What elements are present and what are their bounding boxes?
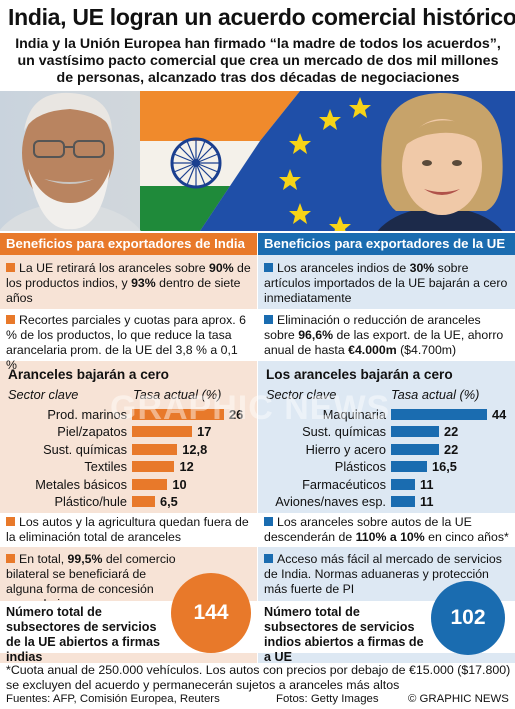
- bar-metales-b-sicos: [132, 478, 168, 490]
- bar-category-label: Textiles: [84, 459, 127, 475]
- footnote: *Cuota anual de 250.000 vehículos. Los a…: [6, 663, 511, 692]
- bar-value-label: 12,8: [182, 441, 208, 457]
- bar-pl-stico-hule: [132, 496, 155, 507]
- bar-value-label: 16,5: [432, 459, 457, 475]
- photo-credit: Fotos: Getty Images: [276, 693, 379, 705]
- bar-category-label: Piel/zapatos: [57, 424, 127, 440]
- bar-textiles: [132, 461, 175, 473]
- bar-piel-zapatos: [132, 426, 193, 438]
- eu-bullet-box: [258, 513, 515, 547]
- india-bullet-box: [0, 309, 257, 361]
- india-bullet-eu-tariffs: La UE retirará los aranceles sobre 90% d…: [6, 261, 251, 305]
- bar-hierro-y-acero: [391, 443, 439, 455]
- eu-benefits-header: Beneficios para exportadores de la UE: [258, 233, 515, 255]
- bar-value-label: 26: [229, 407, 244, 422]
- bullet-square-icon: [6, 554, 15, 563]
- bullet-square-icon: [264, 517, 273, 526]
- eu-bullet-elimination: Eliminación o reducción de aranceles sob…: [264, 313, 504, 357]
- bar-category-label: Maquinaria: [322, 407, 386, 422]
- india-benefits-header: Beneficios para exportadores de India: [0, 233, 257, 255]
- bar-pl-sticos: [391, 461, 427, 473]
- india-flag-saffron: [140, 91, 300, 141]
- bar-category-label: Prod. marinos: [47, 407, 127, 422]
- bar-category-label: Plástico/hule: [54, 494, 127, 509]
- sources: Fuentes: AFP, Comisión Europea, Reuters: [6, 693, 220, 705]
- bar-category-label: Metales básicos: [35, 476, 127, 492]
- bar-aviones-naves-esp-: [391, 496, 415, 507]
- bar-category-label: Farmacéuticos: [302, 476, 386, 492]
- bullet-square-icon: [6, 517, 15, 526]
- bullet-square-icon: [6, 315, 15, 324]
- bar-value-label: 6,5: [160, 494, 178, 509]
- india-total-label: Número total de subsectores de servicios…: [6, 605, 160, 664]
- copyright: © GRAPHIC NEWS: [408, 693, 509, 705]
- bar-prod-marinos: [132, 409, 224, 420]
- page-title: India, UE logran un acuerdo comercial hi…: [8, 4, 515, 30]
- von-der-leyen-portrait: [377, 93, 503, 231]
- bar-value-label: 11: [420, 494, 434, 509]
- eu-total-label: Número total de subsectores de servicios…: [264, 605, 424, 664]
- eu-bullet-box: [258, 309, 515, 361]
- eu-bullet-autos: Los aranceles sobre autos de la UE desce…: [264, 515, 509, 544]
- eu-benefits-column: Beneficios para exportadores de la UE Lo…: [258, 233, 515, 664]
- bullet-square-icon: [264, 315, 273, 324]
- bar-category-label: Plásticos: [334, 459, 386, 475]
- page-subtitle: India y la Unión Europea han firmado “la…: [15, 36, 501, 86]
- india-axis-sector-label: Sector clave: [8, 387, 79, 402]
- bar-category-label: Sust. químicas: [43, 441, 127, 457]
- bar-value-label: 44: [492, 407, 507, 422]
- eu-total-circle: 102: [431, 581, 505, 655]
- bar-sust-qu-micas: [132, 443, 178, 455]
- bar-category-label: Aviones/naves esp.: [275, 494, 386, 509]
- bar-value-label: 12: [179, 459, 194, 475]
- bar-category-label: Sust. químicas: [302, 424, 386, 440]
- bullet-square-icon: [264, 263, 273, 272]
- bar-farmac-uticos: [391, 478, 415, 490]
- eu-axis-rate-label: Tasa actual (%): [391, 387, 480, 402]
- hero-photo-banner: [0, 91, 515, 231]
- india-axis-rate-label: Tasa actual (%): [133, 387, 222, 402]
- ashoka-chakra-icon: [170, 137, 222, 189]
- india-total-circle: 144: [171, 573, 251, 653]
- flag-collage-image: [0, 91, 515, 231]
- eu-bullet-services: Acceso más fácil al mercado de servicios…: [264, 552, 502, 596]
- eu-chart-title: Los aranceles bajarán a cero: [266, 367, 453, 382]
- india-bullet-partial-cuts: Recortes parciales y cuotas para aprox. …: [6, 313, 246, 372]
- bar-maquinaria: [391, 409, 487, 420]
- india-bullet-box: [0, 513, 257, 547]
- bar-value-label: 22: [444, 424, 459, 440]
- bar-value-label: 22: [444, 441, 459, 457]
- india-chart-title: Aranceles bajarán a cero: [8, 367, 169, 382]
- bullet-square-icon: [6, 263, 15, 272]
- bullet-square-icon: [264, 554, 273, 563]
- eu-stars-icon: [279, 97, 371, 231]
- eu-bullet-indian-tariffs: Los aranceles indios de 30% sobre artícu…: [264, 261, 508, 305]
- bar-value-label: 17: [197, 424, 212, 440]
- eu-axis-sector-label: Sector clave: [266, 387, 337, 402]
- india-bullet-autos-agri: Los autos y la agricultura quedan fuera …: [6, 515, 249, 544]
- india-benefits-column: Beneficios para exportadores de India La…: [0, 233, 257, 664]
- bar-value-label: 11: [420, 476, 434, 492]
- modi-portrait: [0, 92, 141, 231]
- bar-value-label: 10: [172, 476, 187, 492]
- bar-sust-qu-micas: [391, 426, 439, 438]
- bar-category-label: Hierro y acero: [305, 441, 386, 457]
